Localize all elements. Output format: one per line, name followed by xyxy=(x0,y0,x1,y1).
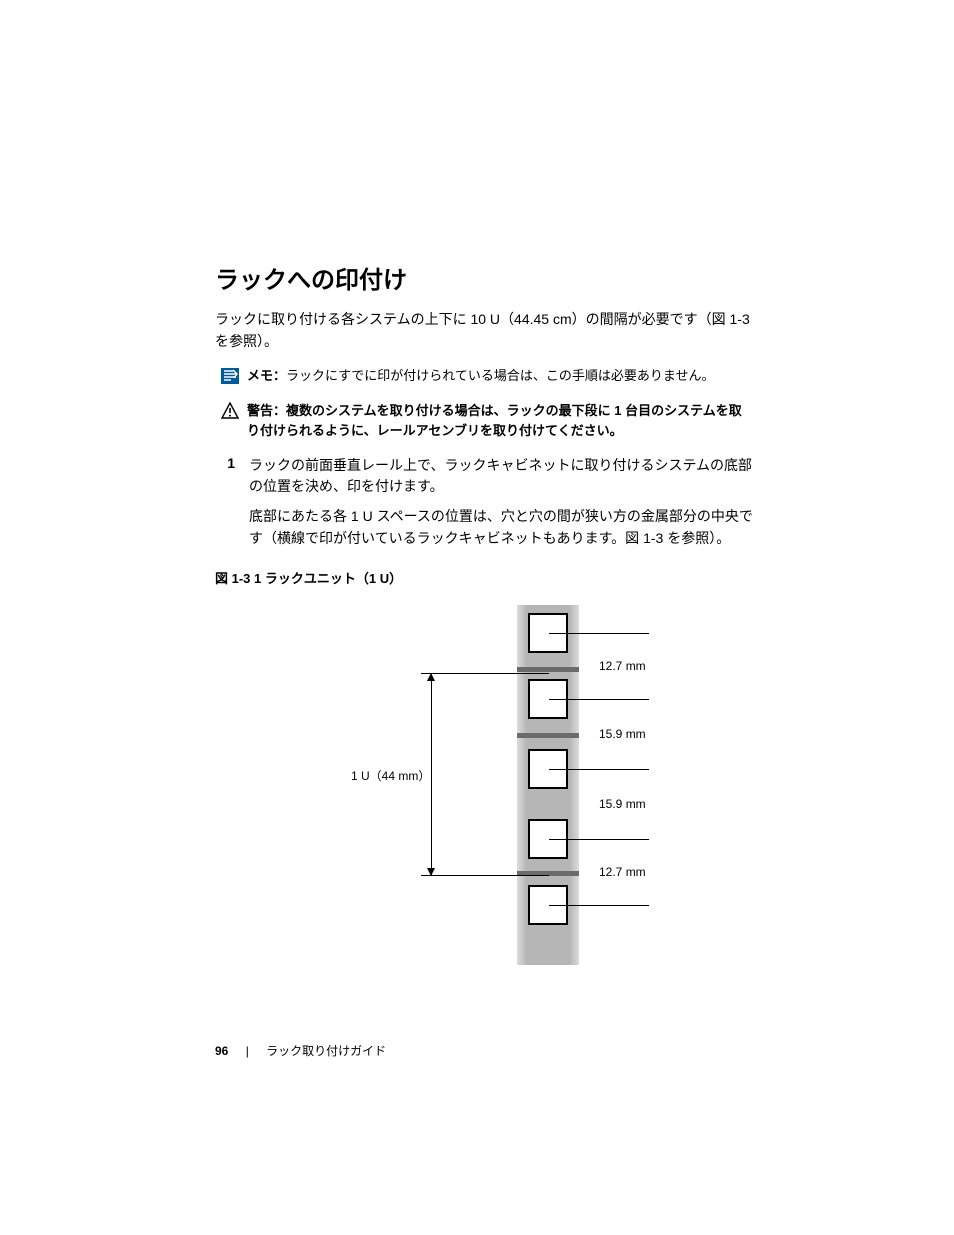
dim-bracket-top xyxy=(421,673,549,674)
dim-leader xyxy=(549,769,649,770)
warning-icon xyxy=(221,402,239,420)
dim-arrow xyxy=(427,673,435,681)
rail-gap-mark xyxy=(517,667,579,672)
rail-gap-mark xyxy=(517,733,579,738)
dim-leader xyxy=(549,699,649,700)
rack-unit-diagram: 1 U（44 mm） 12.7 mm 15.9 mm 15.9 mm 12.7 … xyxy=(315,605,855,965)
dim-bracket-bottom xyxy=(421,875,549,876)
footer-title: ラック取り付けガイド xyxy=(266,1044,386,1058)
dim-leader xyxy=(549,905,649,906)
note-label: メモ： xyxy=(247,368,286,383)
warning-label: 警告： xyxy=(247,403,286,418)
footer-separator: | xyxy=(246,1044,249,1058)
dim-label-gap: 15.9 mm xyxy=(599,797,646,811)
dim-label-1u: 1 U（44 mm） xyxy=(351,767,430,784)
note-block: メモ：ラックにすでに印が付けられている場合は、この手順は必要ありません。 xyxy=(221,366,754,386)
page-footer: 96 | ラック取り付けガイド xyxy=(215,1042,386,1059)
note-text: メモ：ラックにすでに印が付けられている場合は、この手順は必要ありません。 xyxy=(247,366,715,386)
section-heading: ラックへの印付け xyxy=(215,260,754,295)
dim-arrow xyxy=(427,868,435,876)
dim-label-gap: 12.7 mm xyxy=(599,865,646,879)
warning-text: 警告：複数のシステムを取り付ける場合は、ラックの最下段に 1 台目のシステムを取… xyxy=(247,401,754,441)
dim-label-gap: 15.9 mm xyxy=(599,727,646,741)
warning-body: 複数のシステムを取り付ける場合は、ラックの最下段に 1 台目のシステムを取り付け… xyxy=(247,403,742,438)
dim-leader xyxy=(549,633,649,634)
intro-paragraph: ラックに取り付ける各システムの上下に 10 U（44.45 cm）の間隔が必要で… xyxy=(215,309,754,352)
dim-label-gap: 12.7 mm xyxy=(599,659,646,673)
warning-block: 警告：複数のシステムを取り付ける場合は、ラックの最下段に 1 台目のシステムを取… xyxy=(221,401,754,441)
page-content: ラックへの印付け ラックに取り付ける各システムの上下に 10 U（44.45 c… xyxy=(0,0,954,965)
step-number: 1 xyxy=(221,455,235,471)
figure-caption: 図 1-3 1 ラックユニット（1 U） xyxy=(215,568,754,587)
dim-bracket-vert xyxy=(431,673,432,876)
step-para-2: 底部にあたる各 1 U スペースの位置は、穴と穴の間が狭い方の金属部分の中央です… xyxy=(249,506,754,549)
dim-leader xyxy=(549,839,649,840)
note-body: ラックにすでに印が付けられている場合は、この手順は必要ありません。 xyxy=(286,368,714,383)
step-para-1: ラックの前面垂直レール上で、ラックキャビネットに取り付けるシステムの底部の位置を… xyxy=(249,455,754,498)
page-number: 96 xyxy=(215,1044,228,1058)
step-1: 1 ラックの前面垂直レール上で、ラックキャビネットに取り付けるシステムの底部の位… xyxy=(221,455,754,558)
step-body: ラックの前面垂直レール上で、ラックキャビネットに取り付けるシステムの底部の位置を… xyxy=(249,455,754,558)
note-icon xyxy=(221,368,239,384)
